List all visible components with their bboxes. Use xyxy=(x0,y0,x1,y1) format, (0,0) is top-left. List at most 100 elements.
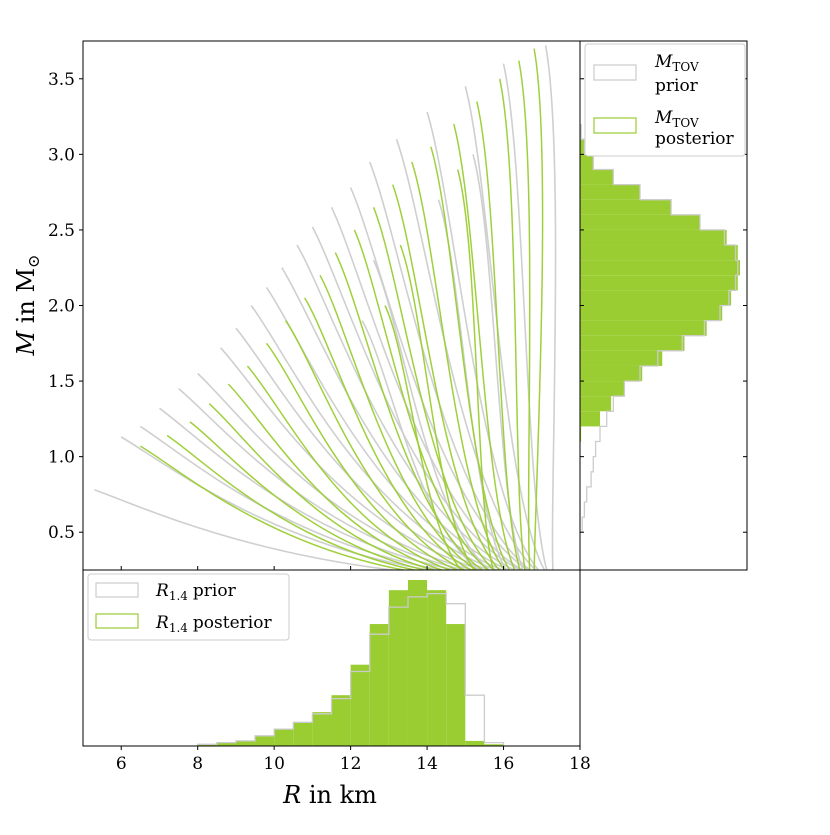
r14-prior-step xyxy=(197,592,505,746)
r14-posterior-bar xyxy=(446,624,466,746)
mtov-posterior-bar xyxy=(580,365,643,382)
prior-mr-curve-15 xyxy=(368,161,532,570)
posterior-mr-curve-0 xyxy=(139,445,408,570)
posterior-mr-curve-15 xyxy=(430,146,511,570)
r14-panel: 6 8 10 12 14 16 18 R1.4 prior R1.4 posterior xyxy=(82,566,591,774)
mtov-legend: MTOV prior MTOV posterior xyxy=(584,43,746,157)
posterior-mr-curve-11 xyxy=(353,229,490,570)
x-tick-label: 16 xyxy=(493,754,515,774)
mtov-posterior-bar xyxy=(580,305,723,321)
mtov-posterior-bar xyxy=(580,426,582,442)
r14-posterior-bar xyxy=(255,735,275,746)
mtov-panel: MTOV prior MTOV posterior xyxy=(579,40,748,571)
y-tick-label: 3.0 xyxy=(48,145,75,165)
r14-prior-swatch xyxy=(95,582,139,598)
x-tick-label: 8 xyxy=(192,754,203,774)
prior-mr-curve-14 xyxy=(349,187,530,570)
x-tick-label: 18 xyxy=(569,754,591,774)
r14-posterior-bar xyxy=(293,722,313,746)
r14-posterior-bar xyxy=(369,624,389,746)
prior-mr-curve-11 xyxy=(296,244,517,570)
mtov-posterior-bar xyxy=(580,139,585,155)
mtov-posterior-bar xyxy=(580,229,727,246)
mtov-posterior-bar xyxy=(580,320,707,336)
posterior-mr-curve-7 xyxy=(284,320,467,570)
y-tick-label: 2.5 xyxy=(48,221,75,241)
mtov-posterior-bar xyxy=(580,169,614,185)
x-tick-label: 12 xyxy=(340,754,362,774)
posterior-mr-curve-8 xyxy=(304,297,473,570)
mtov-posterior-bar xyxy=(580,275,738,291)
prior-mr-curve-0 xyxy=(94,489,400,570)
r14-legend: R1.4 prior R1.4 posterior xyxy=(87,573,290,641)
r14-panel-frame xyxy=(82,569,581,747)
mtov-posterior-bar xyxy=(580,411,600,427)
posterior-mr-curve-12 xyxy=(372,207,495,570)
y-tick-label: 3.5 xyxy=(48,70,75,90)
posterior-mr-curve-13 xyxy=(391,184,501,570)
r14-posterior-bar xyxy=(388,590,408,746)
mtov-posterior-legend-text: posterior xyxy=(655,129,735,149)
prior-mr-curve-18 xyxy=(464,86,546,570)
prior-mr-curve-10 xyxy=(281,267,511,570)
posterior-mr-curve-17 xyxy=(476,101,521,570)
r14-posterior-bar xyxy=(312,712,332,746)
posterior-mr-curve-18 xyxy=(498,78,526,570)
mr-panel: 0.5 1.0 1.5 2.0 2.5 3.0 3.5 xyxy=(48,40,581,571)
mtov-prior-legend-label: MTOV xyxy=(654,52,699,74)
y-tick-label: 1.0 xyxy=(48,448,75,468)
posterior-mr-curve-16 xyxy=(453,123,516,570)
prior-mr-curve-22 xyxy=(361,320,481,570)
x-axis-ticks: 6 8 10 12 14 16 18 xyxy=(116,566,591,774)
prior-mr-curve-16 xyxy=(395,138,538,570)
mtov-prior-step xyxy=(580,124,739,533)
mtov-posterior-bar xyxy=(580,245,738,261)
mtov-posterior-bar xyxy=(580,350,663,366)
prior-mr-curve-17 xyxy=(426,111,540,570)
r14-posterior-bar xyxy=(484,744,504,746)
mtov-y-ticks xyxy=(580,78,747,533)
r14-posterior-swatch xyxy=(95,613,139,629)
r14-posterior-bar xyxy=(427,590,447,746)
mtov-posterior-swatch xyxy=(593,117,637,134)
mtov-posterior-bar xyxy=(580,214,700,230)
y-axis-label: M in M⊙ xyxy=(12,255,43,357)
prior-mr-curve-12 xyxy=(311,226,522,570)
r14-posterior-bar xyxy=(235,740,256,746)
prior-mr-curve-19 xyxy=(502,63,548,570)
y-tick-label: 2.0 xyxy=(48,297,75,317)
r14-posterior-bar xyxy=(350,664,370,746)
posterior-mr-curve-5 xyxy=(246,365,453,570)
posterior-mr-curve-3 xyxy=(208,403,437,570)
r14-prior-legend-label: R1.4 prior xyxy=(155,581,237,603)
mtov-posterior-bar xyxy=(580,154,594,170)
mtov-posterior-bar xyxy=(580,335,685,351)
y-axis-ticks: 0.5 1.0 1.5 2.0 2.5 3.0 3.5 xyxy=(48,70,83,543)
r14-posterior-bar xyxy=(331,695,351,746)
prior-mr-curve-9 xyxy=(265,286,505,570)
posterior-curves xyxy=(139,48,544,570)
prior-mr-curve-21 xyxy=(372,259,491,570)
posterior-mr-curve-20 xyxy=(533,48,544,570)
mtov-legend-box xyxy=(584,43,746,157)
y-tick-label: 0.5 xyxy=(48,523,75,543)
mtov-prior-legend-text: prior xyxy=(655,76,699,96)
r14-posterior-bar xyxy=(216,742,236,746)
posterior-mr-curve-14 xyxy=(411,161,506,570)
mtov-posterior-bar xyxy=(580,184,640,200)
prior-mr-curve-24 xyxy=(472,154,524,570)
prior-mr-curve-20 xyxy=(544,45,557,570)
mtov-posterior-bar xyxy=(580,396,612,412)
mtov-posterior-bar xyxy=(580,290,732,306)
mtov-prior-swatch xyxy=(593,64,637,81)
posterior-mr-curve-9 xyxy=(319,274,479,570)
r14-posterior-bar xyxy=(465,740,485,746)
mtov-histogram xyxy=(580,124,740,533)
mtov-posterior-legend-label: MTOV xyxy=(654,108,699,130)
r14-posterior-bar xyxy=(274,729,294,746)
r14-posterior-legend-label: R1.4 posterior xyxy=(155,613,272,635)
posterior-mr-curve-23 xyxy=(456,169,495,570)
mtov-posterior-bar xyxy=(580,199,672,215)
